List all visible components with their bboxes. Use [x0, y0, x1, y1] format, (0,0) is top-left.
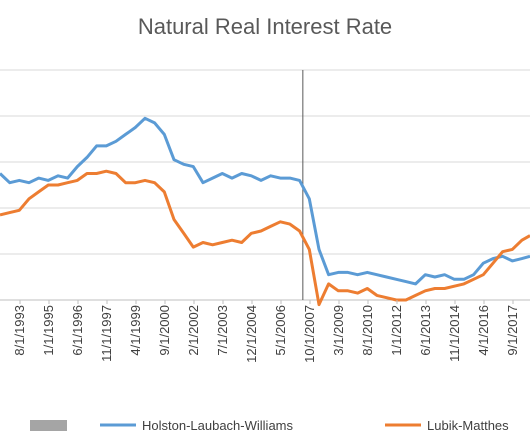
x-tick-label: 11/1/1997: [99, 305, 114, 362]
series-line-0: [0, 116, 530, 286]
series-layer: [0, 116, 530, 307]
x-tick-label: 2/1/2002: [186, 305, 201, 356]
x-tick-labels: 8/1/1993 1/1/1995 6/1/1996 11/1/1997 4/1/199…: [12, 300, 520, 363]
grid-layer: [0, 69, 530, 301]
x-tick-label: 9/1/2017: [505, 305, 520, 356]
x-tick-label: 6/1/1996: [70, 305, 85, 356]
x-tick-label: 1/1/1995: [41, 305, 56, 356]
x-tick-label: 5/1/2006: [273, 305, 288, 356]
x-tick-label: 1/1/2012: [389, 305, 404, 356]
legend-label-hlw: Holston-Laubach-Williams: [142, 418, 293, 433]
x-tick-label: 10/1/2007: [302, 305, 317, 363]
legend-label-lm: Lubik-Matthes: [427, 418, 509, 433]
legend-swatch-recession: [30, 420, 67, 431]
x-tick-label: 8/1/2010: [360, 305, 375, 356]
x-tick-label: 3/1/2009: [331, 305, 346, 356]
x-tick-label: 9/1/2000: [157, 305, 172, 356]
x-tick-label: 8/1/1993: [12, 305, 27, 356]
x-tick-label: 6/1/2013: [418, 305, 433, 356]
x-tick-label: 11/1/2014: [447, 305, 462, 362]
x-tick-label: 12/1/2004: [244, 305, 259, 363]
legend: Holston-Laubach-Williams Lubik-Matthes: [30, 418, 509, 433]
series-line-1: [0, 169, 530, 307]
x-tick-label: 4/1/2016: [476, 305, 491, 356]
x-tick-label: 7/1/2003: [215, 305, 230, 356]
x-tick-label: 4/1/1999: [128, 305, 143, 356]
chart-title: Natural Real Interest Rate: [137, 14, 393, 39]
